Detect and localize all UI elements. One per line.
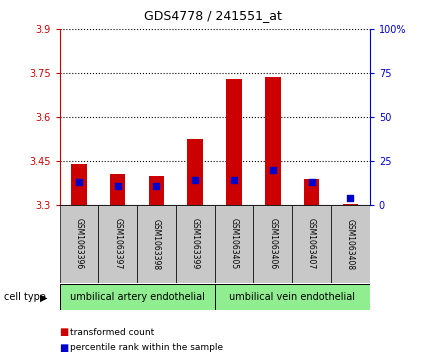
Bar <box>187 139 203 205</box>
Point <box>231 178 238 183</box>
Text: percentile rank within the sample: percentile rank within the sample <box>70 343 223 352</box>
Bar <box>137 205 176 283</box>
Text: GSM1063406: GSM1063406 <box>268 219 277 270</box>
Bar <box>215 284 370 310</box>
Text: GSM1063397: GSM1063397 <box>113 219 122 270</box>
Bar <box>226 79 242 205</box>
Bar <box>304 179 319 205</box>
Bar <box>343 204 358 205</box>
Text: GSM1063405: GSM1063405 <box>230 219 238 270</box>
Text: umbilical vein endothelial: umbilical vein endothelial <box>229 292 355 302</box>
Point <box>192 178 198 183</box>
Text: cell type: cell type <box>4 292 46 302</box>
Text: GDS4778 / 241551_at: GDS4778 / 241551_at <box>144 9 281 22</box>
Bar <box>253 205 292 283</box>
Bar <box>292 205 331 283</box>
Text: transformed count: transformed count <box>70 328 154 337</box>
Text: ▶: ▶ <box>40 292 48 302</box>
Point <box>76 179 82 185</box>
Bar <box>149 176 164 205</box>
Bar <box>71 164 87 205</box>
Text: ■: ■ <box>60 343 69 353</box>
Text: GSM1063407: GSM1063407 <box>307 219 316 270</box>
Point <box>308 179 315 185</box>
Bar <box>265 77 280 205</box>
Bar <box>215 205 253 283</box>
Point <box>114 183 121 189</box>
Bar <box>98 205 137 283</box>
Text: ■: ■ <box>60 327 69 337</box>
Text: GSM1063396: GSM1063396 <box>74 219 83 270</box>
Text: umbilical artery endothelial: umbilical artery endothelial <box>70 292 204 302</box>
Bar <box>110 174 125 205</box>
Bar <box>60 205 98 283</box>
Point <box>347 195 354 201</box>
Bar <box>331 205 370 283</box>
Bar <box>60 284 215 310</box>
Text: GSM1063408: GSM1063408 <box>346 219 355 270</box>
Point <box>153 183 160 189</box>
Text: GSM1063398: GSM1063398 <box>152 219 161 270</box>
Bar <box>176 205 215 283</box>
Text: GSM1063399: GSM1063399 <box>191 219 200 270</box>
Point <box>269 167 276 173</box>
